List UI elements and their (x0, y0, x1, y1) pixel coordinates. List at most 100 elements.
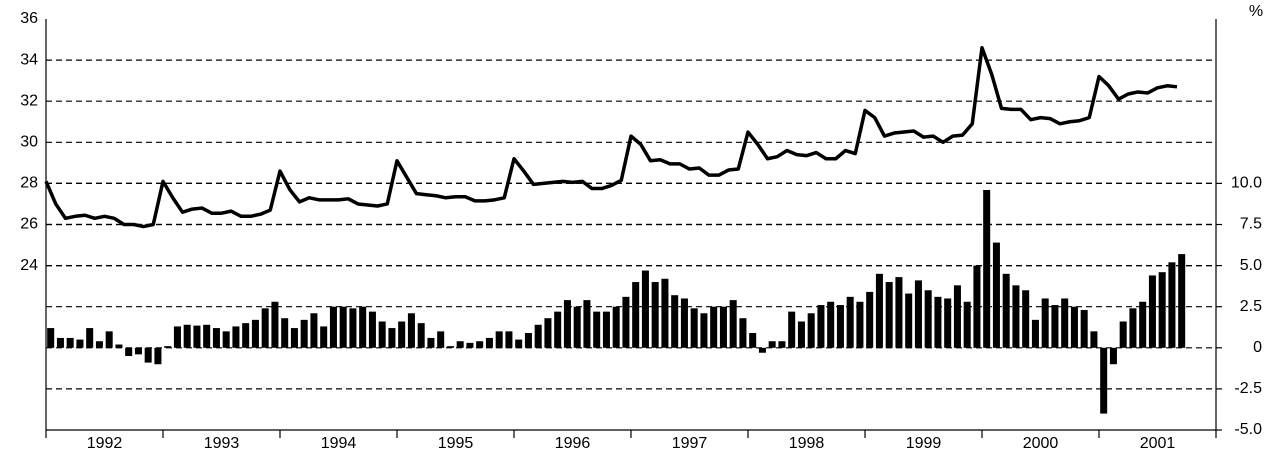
bar (856, 301, 864, 348)
bar (905, 293, 913, 348)
y-tick-label: 30 (20, 134, 38, 151)
bar (1061, 298, 1069, 348)
bar (524, 333, 532, 348)
x-tick-label: 1993 (204, 435, 240, 452)
bar (573, 306, 581, 348)
bar (758, 347, 766, 353)
bar (329, 306, 337, 348)
bar (1031, 319, 1039, 348)
bar (1158, 272, 1166, 348)
y2-tick-label: 10.0 (1231, 175, 1262, 192)
bar (778, 341, 786, 348)
unit-label: % (1249, 3, 1263, 20)
y2-tick-label: 0 (1253, 339, 1262, 356)
bar (164, 346, 172, 348)
bar (554, 311, 562, 348)
bar (895, 277, 903, 348)
bar (1119, 321, 1127, 348)
bar (349, 308, 357, 348)
x-tick-label: 1994 (321, 435, 357, 452)
bar (914, 280, 922, 348)
bar (173, 326, 181, 348)
bar (154, 347, 162, 365)
bar (281, 318, 289, 348)
bar (846, 296, 854, 348)
bar (368, 311, 376, 348)
bar (797, 321, 805, 348)
bar (232, 326, 240, 348)
bar (505, 331, 513, 348)
bar (456, 341, 464, 348)
x-tick-label: 1992 (87, 435, 123, 452)
bar (515, 339, 523, 348)
bar (651, 282, 659, 348)
y2-tick-label: -5.0 (1234, 421, 1262, 438)
bar (86, 328, 94, 348)
bar (836, 305, 844, 348)
x-tick-label: 1999 (906, 435, 942, 452)
bar (47, 328, 55, 348)
bar (495, 331, 503, 348)
y-tick-label: 36 (20, 10, 38, 27)
bar (66, 337, 74, 348)
bar (105, 331, 113, 348)
bar (144, 347, 152, 363)
bar (134, 347, 142, 355)
bar (76, 339, 84, 348)
x-tick-label: 2001 (1140, 435, 1176, 452)
bar (115, 344, 123, 348)
y-tick-label: 26 (20, 216, 38, 233)
bar (690, 308, 698, 348)
bar (1100, 347, 1108, 414)
bar (661, 278, 669, 348)
bar (203, 324, 211, 348)
x-tick-label: 1996 (555, 435, 591, 452)
bar (934, 296, 942, 348)
bar (56, 337, 64, 348)
bar (476, 341, 484, 348)
bar (992, 242, 1000, 348)
bar (1168, 262, 1176, 348)
bar (953, 285, 961, 348)
bar (944, 298, 952, 348)
bar (261, 308, 269, 348)
bar (1002, 273, 1010, 348)
bar (602, 311, 610, 348)
bar (310, 313, 318, 348)
bar (1109, 347, 1117, 365)
bar (1129, 308, 1137, 348)
bar (641, 270, 649, 348)
bar (973, 265, 981, 348)
bar (222, 331, 230, 348)
bar (583, 300, 591, 348)
bar (710, 306, 718, 348)
bar (1178, 254, 1186, 348)
bar (827, 301, 835, 348)
y-tick-label: 28 (20, 175, 38, 192)
bar (193, 325, 201, 348)
bar (622, 296, 630, 348)
x-tick-label: 1995 (438, 435, 474, 452)
bar (885, 282, 893, 348)
bar (1022, 290, 1030, 348)
bar (446, 346, 454, 348)
bar (320, 326, 328, 348)
bar (1148, 275, 1156, 348)
bar (417, 323, 425, 348)
bar (924, 290, 932, 348)
bar (1070, 306, 1078, 348)
y-tick-label: 34 (20, 51, 38, 68)
bar (466, 342, 474, 348)
x-tick-label: 1997 (672, 435, 708, 452)
bar (1090, 331, 1098, 348)
y2-tick-label: 7.5 (1240, 216, 1262, 233)
bar (388, 328, 396, 348)
bar (300, 319, 308, 348)
bar (378, 321, 386, 348)
bar (544, 318, 552, 348)
bar (1012, 285, 1020, 348)
line (44, 46, 1178, 229)
bar (807, 313, 815, 348)
bar (671, 295, 679, 348)
